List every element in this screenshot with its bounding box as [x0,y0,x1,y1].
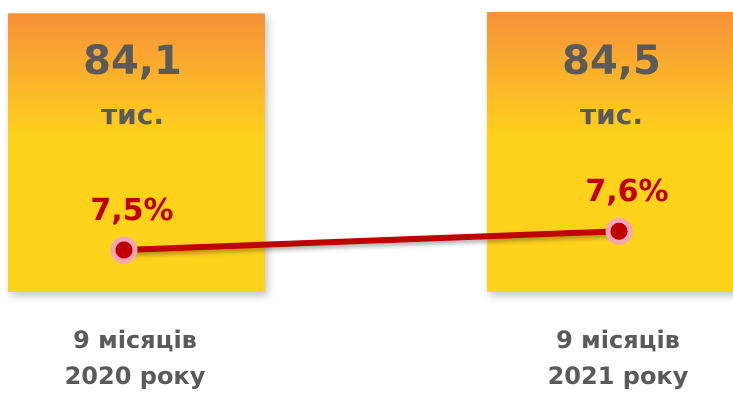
bar-value-label-1: 84,5 [562,38,661,84]
category-label-2021: 9 місяців 2021 року [488,322,733,394]
rate-point-1 [605,217,633,245]
bar-unit-label-1: тис. [580,98,643,131]
rate-line [121,228,622,253]
category-label-2021-line2: 2021 року [547,362,689,390]
category-label-2020: 9 місяців 2020 року [5,322,265,394]
category-label-2020-line1: 9 місяців [73,326,197,354]
bar-value-label-0: 84,1 [83,38,182,84]
bar-unit-label-0: тис. [101,98,164,131]
rate-point-0 [110,236,138,264]
rate-label-1: 7,6% [585,174,668,209]
bar-1 [487,12,733,292]
rate-label-0: 7,5% [90,193,173,228]
category-label-2021-line1: 9 місяців [556,326,680,354]
category-label-2020-line2: 2020 року [64,362,206,390]
